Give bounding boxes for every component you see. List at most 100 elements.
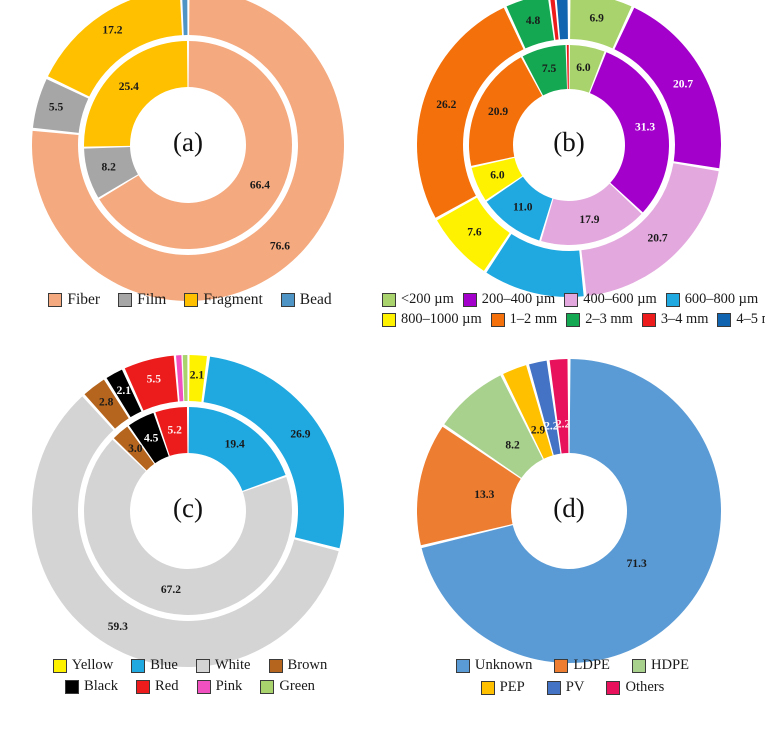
- slice-value-d-outer-0: 71.3: [626, 558, 646, 570]
- legend-item-b-3[interactable]: 600–800 µm: [665, 291, 759, 307]
- legend-swatch-icon: [195, 658, 210, 673]
- legend-swatch-icon: [65, 679, 79, 694]
- slice-value-a-inner-0: 66.4: [250, 179, 270, 191]
- pie-slice-a-inner-2[interactable]: [84, 41, 188, 147]
- legend-item-c-3[interactable]: Brown: [268, 657, 328, 673]
- legend-swatch-icon: [462, 292, 477, 307]
- slice-value-c-outer-4: 2.1: [117, 385, 132, 397]
- legend-item-b-7[interactable]: 3–4 mm: [641, 312, 708, 327]
- pie-slice-a-outer-0[interactable]: [32, 0, 344, 301]
- pie-slice-d-outer-2[interactable]: [443, 375, 543, 478]
- pie-slice-c-outer-5[interactable]: [124, 355, 178, 411]
- slice-value-d-outer-4: 2.2: [544, 420, 559, 432]
- legend-swatch-icon: [382, 292, 396, 307]
- slice-value-b-inner-2: 17.9: [579, 214, 599, 226]
- legend-item-d-4[interactable]: PV: [546, 679, 585, 696]
- legend-item-b-0[interactable]: <200 µm: [382, 291, 454, 307]
- legend-item-c-2[interactable]: White: [195, 657, 251, 673]
- pie-slice-c-outer-6[interactable]: [176, 355, 184, 402]
- legend-item-c-4[interactable]: Black: [65, 678, 118, 694]
- legend-label: Brown: [287, 657, 328, 673]
- pie-slice-a-inner-1[interactable]: [84, 147, 138, 198]
- legend-item-b-8[interactable]: 4–5 mm: [717, 312, 765, 327]
- pie-slice-b-inner-7[interactable]: [566, 45, 569, 90]
- pie-slice-d-outer-3[interactable]: [502, 365, 553, 459]
- pie-slice-b-outer-3[interactable]: [485, 233, 584, 297]
- legend-label: PV: [565, 679, 585, 696]
- slice-value-c-outer-2: 59.3: [108, 621, 128, 633]
- legend-label: Pink: [215, 678, 243, 695]
- slice-value-b-inner-0: 6.0: [576, 62, 591, 74]
- pie-slice-d-outer-5[interactable]: [549, 359, 568, 454]
- legend-swatch-icon: [136, 679, 151, 694]
- pie-slice-b-outer-8[interactable]: [556, 0, 568, 40]
- legend-label: 600–800 µm: [684, 291, 759, 307]
- pie-slice-c-outer-1[interactable]: [203, 356, 344, 549]
- pie-slice-b-inner-0[interactable]: [569, 45, 605, 93]
- pie-slice-c-inner-2[interactable]: [84, 439, 292, 615]
- legend-item-a-0[interactable]: Fiber: [48, 291, 101, 308]
- legend-label: Fiber: [67, 291, 101, 308]
- legend-item-b-1[interactable]: 200–400 µm: [462, 291, 555, 307]
- pie-slice-d-outer-0[interactable]: [421, 359, 721, 663]
- chart-panel-a: 66.4 8.2 25.4 76.6 5.5 17.2 (a): [0, 0, 380, 301]
- pie-slice-d-outer-1[interactable]: [416, 426, 521, 546]
- legend-item-b-6[interactable]: 2–3 mm: [566, 312, 633, 327]
- legend-item-d-0[interactable]: Unknown: [455, 657, 533, 673]
- legend-item-d-1[interactable]: LDPE: [554, 657, 610, 673]
- legend-swatch-icon: [641, 312, 656, 327]
- legend-item-d-5[interactable]: Others: [606, 679, 664, 695]
- slice-value-b-outer-5: 26.2: [436, 99, 456, 111]
- pie-slice-b-inner-3[interactable]: [486, 176, 552, 241]
- pie-slice-a-outer-2[interactable]: [47, 0, 183, 97]
- legend-item-c-6[interactable]: Pink: [196, 678, 243, 695]
- legend-item-b-4[interactable]: 800–1000 µm: [382, 312, 482, 327]
- pie-slice-b-outer-6[interactable]: [506, 0, 554, 49]
- pie-slice-b-inner-6[interactable]: [522, 45, 567, 96]
- pie-slice-b-inner-2[interactable]: [540, 183, 642, 245]
- legend-item-c-7[interactable]: Green: [260, 678, 315, 694]
- legend-label: White: [214, 657, 251, 673]
- pie-slice-a-outer-3[interactable]: [182, 0, 188, 36]
- legend-item-c-0[interactable]: Yellow: [52, 657, 113, 673]
- chart-panel-c: 19.4 67.2 3.0 4.5 5.2 2.1 26.9 59.3 2.8 2.1 5.5 (c): [0, 355, 380, 667]
- pie-slice-c-outer-7[interactable]: [182, 355, 188, 402]
- legend-item-d-2[interactable]: HDPE: [631, 657, 689, 673]
- legend-item-d-3[interactable]: PEP: [480, 679, 525, 695]
- legend-swatch-icon: [382, 312, 396, 327]
- pie-slice-a-outer-1[interactable]: [32, 79, 89, 133]
- pie-slice-b-outer-5[interactable]: [416, 7, 524, 218]
- legend-label: Blue: [150, 657, 178, 673]
- pie-slice-c-outer-4[interactable]: [106, 369, 142, 418]
- legend-label: Bead: [299, 291, 332, 308]
- legend-item-a-3[interactable]: Bead: [280, 291, 332, 308]
- pie-slice-b-inner-5[interactable]: [468, 57, 542, 166]
- pie-slice-c-inner-1[interactable]: [188, 407, 286, 491]
- pie-slice-b-outer-0[interactable]: [569, 0, 631, 49]
- pie-slice-b-outer-7[interactable]: [549, 0, 559, 40]
- pie-slice-c-inner-5[interactable]: [155, 407, 188, 456]
- legend-item-b-5[interactable]: 1–2 mm: [490, 312, 557, 327]
- pie-slice-b-inner-1[interactable]: [589, 52, 669, 213]
- pie-slice-b-inner-4[interactable]: [471, 157, 522, 201]
- legend-label: Unknown: [474, 657, 533, 673]
- legend-item-a-2[interactable]: Fragment: [184, 291, 263, 308]
- legend-item-a-1[interactable]: Film: [118, 291, 166, 308]
- pie-slice-a-inner-0[interactable]: [99, 41, 293, 250]
- pie-slice-c-outer-0[interactable]: [189, 355, 207, 402]
- pie-slice-d-outer-4[interactable]: [528, 360, 560, 456]
- legend-item-c-5[interactable]: Red: [136, 678, 179, 694]
- pie-slice-b-outer-2[interactable]: [580, 163, 719, 296]
- legend-item-c-1[interactable]: Blue: [131, 657, 178, 673]
- legend-label: 4–5 mm: [736, 311, 765, 328]
- legend-swatch-icon: [52, 658, 67, 673]
- legend-item-b-2[interactable]: 400–600 µm: [564, 291, 657, 307]
- pie-slice-c-outer-3[interactable]: [84, 379, 129, 429]
- pie-slice-c-inner-3[interactable]: [113, 426, 155, 471]
- pie-slice-c-inner-4[interactable]: [128, 412, 169, 464]
- legend-swatch-icon: [564, 292, 579, 307]
- pie-slice-c-outer-2[interactable]: [31, 396, 339, 667]
- pie-slice-b-outer-1[interactable]: [613, 7, 721, 169]
- pie-slice-b-outer-4[interactable]: [436, 197, 510, 271]
